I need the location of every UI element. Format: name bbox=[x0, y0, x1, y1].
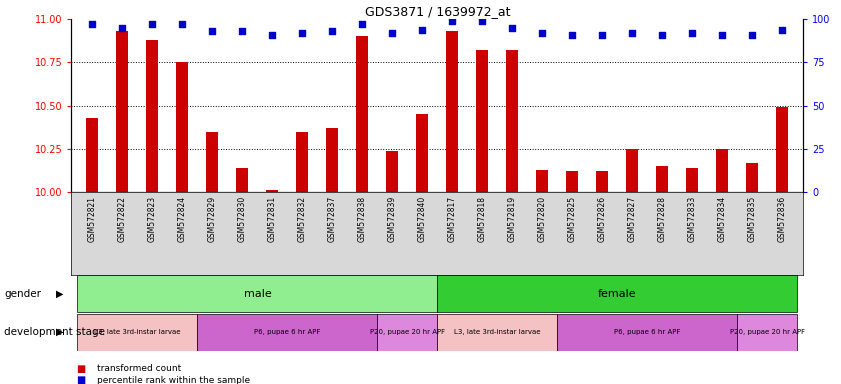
FancyBboxPatch shape bbox=[198, 314, 378, 351]
Bar bbox=[537, 169, 548, 192]
Text: GSM572833: GSM572833 bbox=[688, 196, 696, 242]
Text: GSM572824: GSM572824 bbox=[178, 196, 187, 242]
Text: GSM572818: GSM572818 bbox=[478, 196, 487, 242]
Point bbox=[446, 18, 459, 24]
Bar bbox=[506, 50, 518, 192]
Text: GSM572819: GSM572819 bbox=[508, 196, 516, 242]
Point bbox=[235, 28, 249, 35]
Point bbox=[536, 30, 549, 36]
Bar bbox=[566, 171, 579, 192]
Text: GSM572821: GSM572821 bbox=[88, 196, 97, 242]
Point bbox=[145, 22, 159, 28]
Point bbox=[415, 26, 429, 33]
Text: GSM572828: GSM572828 bbox=[658, 196, 667, 242]
Point bbox=[775, 26, 789, 33]
Point bbox=[266, 32, 279, 38]
Bar bbox=[267, 190, 278, 192]
Text: GSM572836: GSM572836 bbox=[778, 196, 786, 242]
Bar bbox=[357, 36, 368, 192]
Point bbox=[176, 22, 189, 28]
Bar bbox=[236, 168, 248, 192]
Point bbox=[565, 32, 579, 38]
Text: GSM572822: GSM572822 bbox=[118, 196, 127, 242]
Title: GDS3871 / 1639972_at: GDS3871 / 1639972_at bbox=[364, 5, 510, 18]
Text: GSM572839: GSM572839 bbox=[388, 196, 397, 242]
Text: GSM572831: GSM572831 bbox=[268, 196, 277, 242]
Bar bbox=[146, 40, 158, 192]
Bar bbox=[476, 50, 489, 192]
Point bbox=[745, 32, 759, 38]
Text: GSM572823: GSM572823 bbox=[148, 196, 157, 242]
Point bbox=[475, 18, 489, 24]
FancyBboxPatch shape bbox=[378, 314, 437, 351]
Text: GSM572825: GSM572825 bbox=[568, 196, 577, 242]
Text: GSM572829: GSM572829 bbox=[208, 196, 217, 242]
Text: GSM572834: GSM572834 bbox=[717, 196, 727, 242]
FancyBboxPatch shape bbox=[558, 314, 738, 351]
Text: P6, pupae 6 hr APF: P6, pupae 6 hr APF bbox=[614, 329, 680, 335]
Point bbox=[325, 28, 339, 35]
Text: GSM572817: GSM572817 bbox=[447, 196, 457, 242]
Text: L3, late 3rd-instar larvae: L3, late 3rd-instar larvae bbox=[94, 329, 181, 335]
Text: ■: ■ bbox=[76, 375, 85, 384]
Text: GSM572837: GSM572837 bbox=[328, 196, 337, 242]
Text: transformed count: transformed count bbox=[97, 364, 181, 373]
Bar bbox=[686, 168, 698, 192]
Bar bbox=[206, 132, 219, 192]
Text: L3, late 3rd-instar larvae: L3, late 3rd-instar larvae bbox=[454, 329, 541, 335]
Text: ■: ■ bbox=[76, 364, 85, 374]
Bar bbox=[416, 114, 428, 192]
Bar bbox=[177, 63, 188, 192]
FancyBboxPatch shape bbox=[738, 314, 797, 351]
Text: GSM572838: GSM572838 bbox=[358, 196, 367, 242]
Bar bbox=[656, 166, 669, 192]
FancyBboxPatch shape bbox=[77, 314, 198, 351]
FancyBboxPatch shape bbox=[77, 275, 437, 312]
Text: GSM572827: GSM572827 bbox=[627, 196, 637, 242]
Text: GSM572820: GSM572820 bbox=[537, 196, 547, 242]
Text: GSM572830: GSM572830 bbox=[238, 196, 247, 242]
Point bbox=[626, 30, 639, 36]
Bar bbox=[717, 149, 728, 192]
Text: GSM572840: GSM572840 bbox=[418, 196, 427, 242]
Point bbox=[505, 25, 519, 31]
Text: P6, pupae 6 hr APF: P6, pupae 6 hr APF bbox=[254, 329, 320, 335]
FancyBboxPatch shape bbox=[437, 275, 797, 312]
Text: ▶: ▶ bbox=[56, 289, 64, 299]
Bar bbox=[296, 132, 309, 192]
Text: development stage: development stage bbox=[4, 327, 105, 337]
FancyBboxPatch shape bbox=[437, 314, 558, 351]
Text: gender: gender bbox=[4, 289, 41, 299]
Point bbox=[116, 25, 130, 31]
Text: female: female bbox=[598, 289, 637, 299]
Bar bbox=[746, 163, 759, 192]
Bar bbox=[447, 31, 458, 192]
Point bbox=[356, 22, 369, 28]
Point bbox=[655, 32, 669, 38]
Point bbox=[296, 30, 309, 36]
Text: male: male bbox=[244, 289, 272, 299]
Point bbox=[595, 32, 609, 38]
Bar bbox=[386, 151, 399, 192]
Bar bbox=[627, 149, 638, 192]
Point bbox=[716, 32, 729, 38]
Point bbox=[685, 30, 699, 36]
Text: GSM572826: GSM572826 bbox=[598, 196, 606, 242]
Bar bbox=[87, 118, 98, 192]
Text: GSM572835: GSM572835 bbox=[748, 196, 757, 242]
Bar bbox=[776, 107, 788, 192]
Point bbox=[386, 30, 399, 36]
Text: ▶: ▶ bbox=[56, 327, 64, 337]
Bar bbox=[596, 171, 608, 192]
Bar bbox=[326, 128, 338, 192]
Text: P20, pupae 20 hr APF: P20, pupae 20 hr APF bbox=[370, 329, 445, 335]
Text: percentile rank within the sample: percentile rank within the sample bbox=[97, 376, 250, 384]
Text: GSM572832: GSM572832 bbox=[298, 196, 307, 242]
Bar bbox=[116, 31, 129, 192]
Point bbox=[86, 22, 99, 28]
Point bbox=[206, 28, 220, 35]
Text: P20, pupae 20 hr APF: P20, pupae 20 hr APF bbox=[730, 329, 805, 335]
